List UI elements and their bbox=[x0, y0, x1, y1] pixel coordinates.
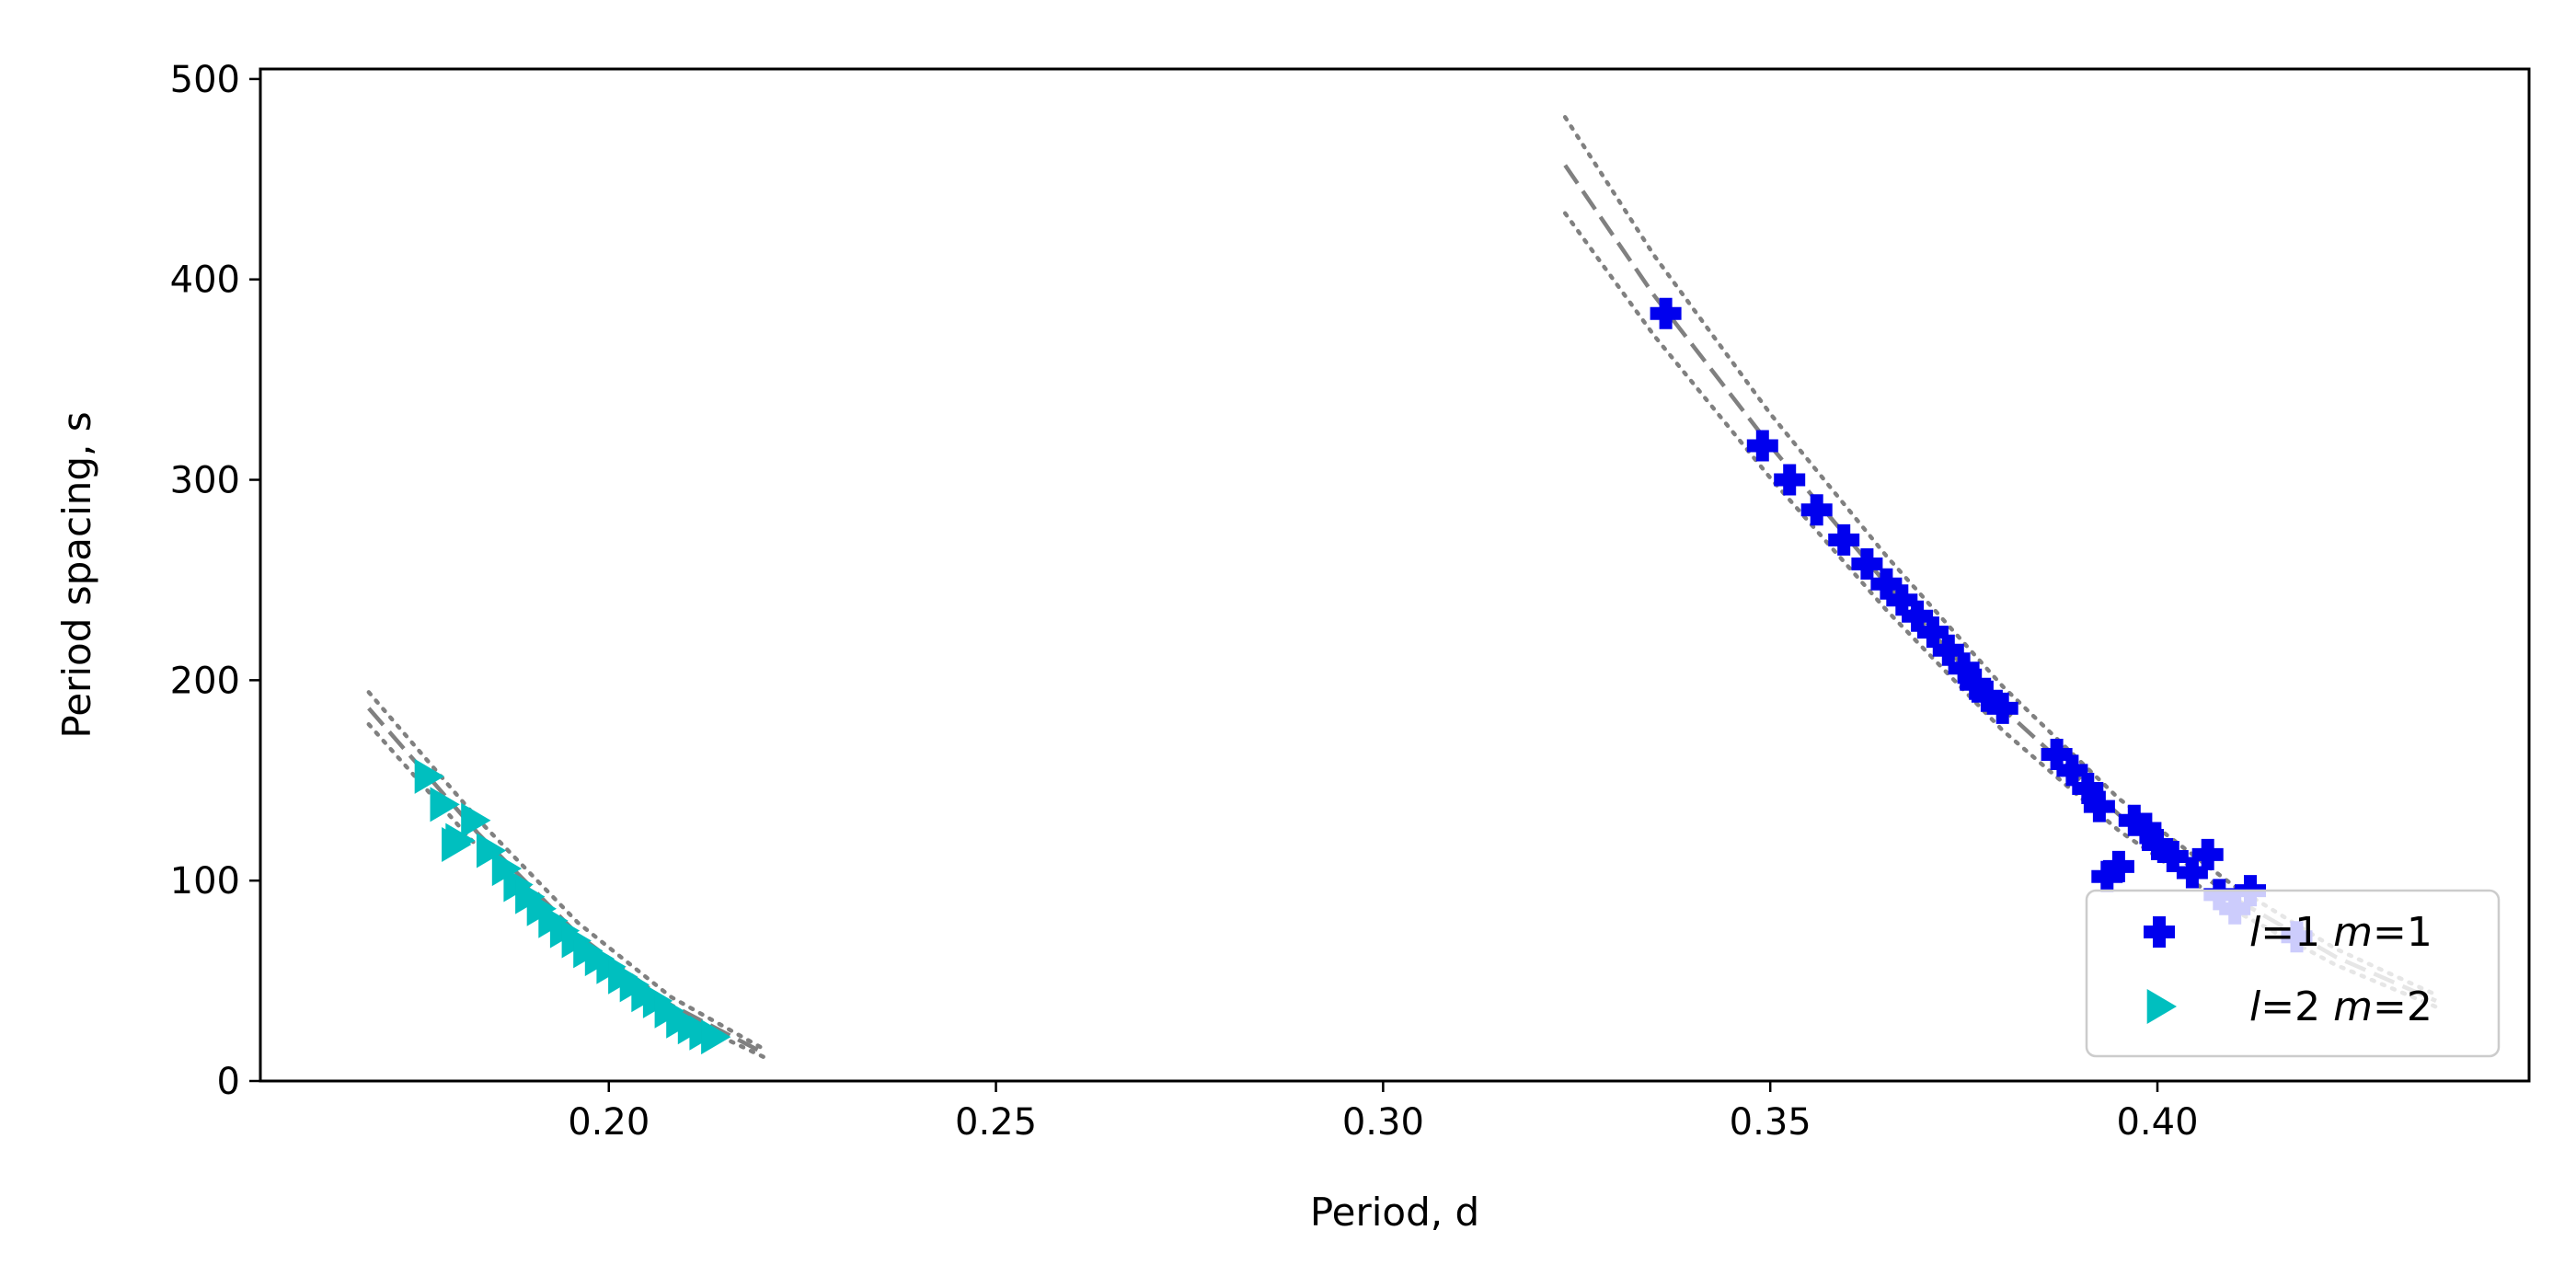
data-point bbox=[2072, 773, 2104, 804]
data-point bbox=[430, 787, 460, 822]
data-point bbox=[2041, 739, 2073, 770]
data-point bbox=[1800, 494, 1833, 526]
data-point bbox=[461, 802, 491, 838]
data-point bbox=[1932, 634, 1964, 666]
y-tick-label: 300 bbox=[170, 460, 240, 502]
data-point bbox=[1774, 464, 1806, 496]
x-tick-label: 0.30 bbox=[1342, 1101, 1424, 1144]
legend-marker-l2m2 bbox=[2146, 989, 2177, 1024]
data-point bbox=[701, 1019, 731, 1055]
y-tick-label: 200 bbox=[170, 660, 240, 702]
legend-marker-l1m1 bbox=[2144, 916, 2175, 948]
data-point bbox=[477, 833, 507, 868]
data-point bbox=[1916, 616, 1949, 649]
x-tick-label: 0.25 bbox=[955, 1101, 1037, 1144]
data-point bbox=[2056, 754, 2088, 787]
data-point bbox=[1851, 548, 1883, 580]
legend-marker bbox=[2146, 989, 2177, 1024]
data-point bbox=[1828, 523, 1860, 556]
data-point bbox=[2191, 838, 2224, 870]
data-point bbox=[2102, 850, 2134, 882]
x-tick-label: 0.20 bbox=[568, 1101, 650, 1144]
legend-marker bbox=[2144, 916, 2175, 948]
x-axis-ticks: 0.20 0.25 0.30 0.35 0.40 bbox=[568, 1081, 2199, 1144]
data-point bbox=[2142, 829, 2173, 860]
data-point bbox=[1746, 430, 1778, 462]
data-point bbox=[2083, 790, 2115, 822]
x-tick-label: 0.40 bbox=[2116, 1101, 2198, 1144]
data-point bbox=[1902, 600, 1934, 632]
data-point bbox=[2130, 812, 2162, 845]
legend: l=1 m=1 l=2 m=2 bbox=[2085, 889, 2501, 1058]
x-axis-label: Period, d bbox=[1310, 1190, 1479, 1235]
data-point bbox=[2156, 841, 2189, 872]
data-point bbox=[1960, 668, 1992, 700]
data-point bbox=[1870, 568, 1903, 600]
fit-line-dotted bbox=[366, 690, 766, 1052]
data-point bbox=[414, 758, 444, 794]
series-l1m1 bbox=[1650, 297, 2313, 953]
fit-line-dashed bbox=[1563, 164, 2437, 1003]
data-point bbox=[2118, 804, 2150, 836]
data-point bbox=[1650, 297, 1682, 329]
data-point bbox=[1948, 652, 1980, 684]
y-tick-label: 400 bbox=[170, 259, 240, 302]
fit-line-dotted bbox=[1562, 115, 2439, 997]
data-point bbox=[491, 851, 523, 887]
fit-line-dotted bbox=[1562, 211, 2439, 1009]
legend-box bbox=[2085, 889, 2501, 1058]
legend-entry-l2m2: l=2 m=2 bbox=[2249, 983, 2432, 1030]
y-tick-label: 100 bbox=[170, 860, 240, 903]
y-axis-label: Period spacing, s bbox=[54, 411, 99, 738]
y-tick-label: 500 bbox=[170, 59, 240, 101]
data-point bbox=[1971, 680, 2003, 712]
data-point bbox=[442, 827, 472, 862]
data-points bbox=[414, 297, 2313, 1055]
x-tick-label: 0.35 bbox=[1730, 1101, 1811, 1144]
series-l2m2 bbox=[414, 758, 731, 1055]
data-point bbox=[1886, 584, 1918, 616]
data-point bbox=[2176, 857, 2208, 889]
y-axis-ticks: 0 100 200 300 400 500 bbox=[170, 59, 260, 1103]
data-point bbox=[2091, 860, 2123, 892]
data-point bbox=[1986, 692, 2018, 724]
y-tick-label: 0 bbox=[217, 1061, 240, 1103]
legend-entry-l1m1: l=1 m=1 bbox=[2249, 909, 2432, 956]
plot-frame bbox=[259, 67, 2531, 1083]
